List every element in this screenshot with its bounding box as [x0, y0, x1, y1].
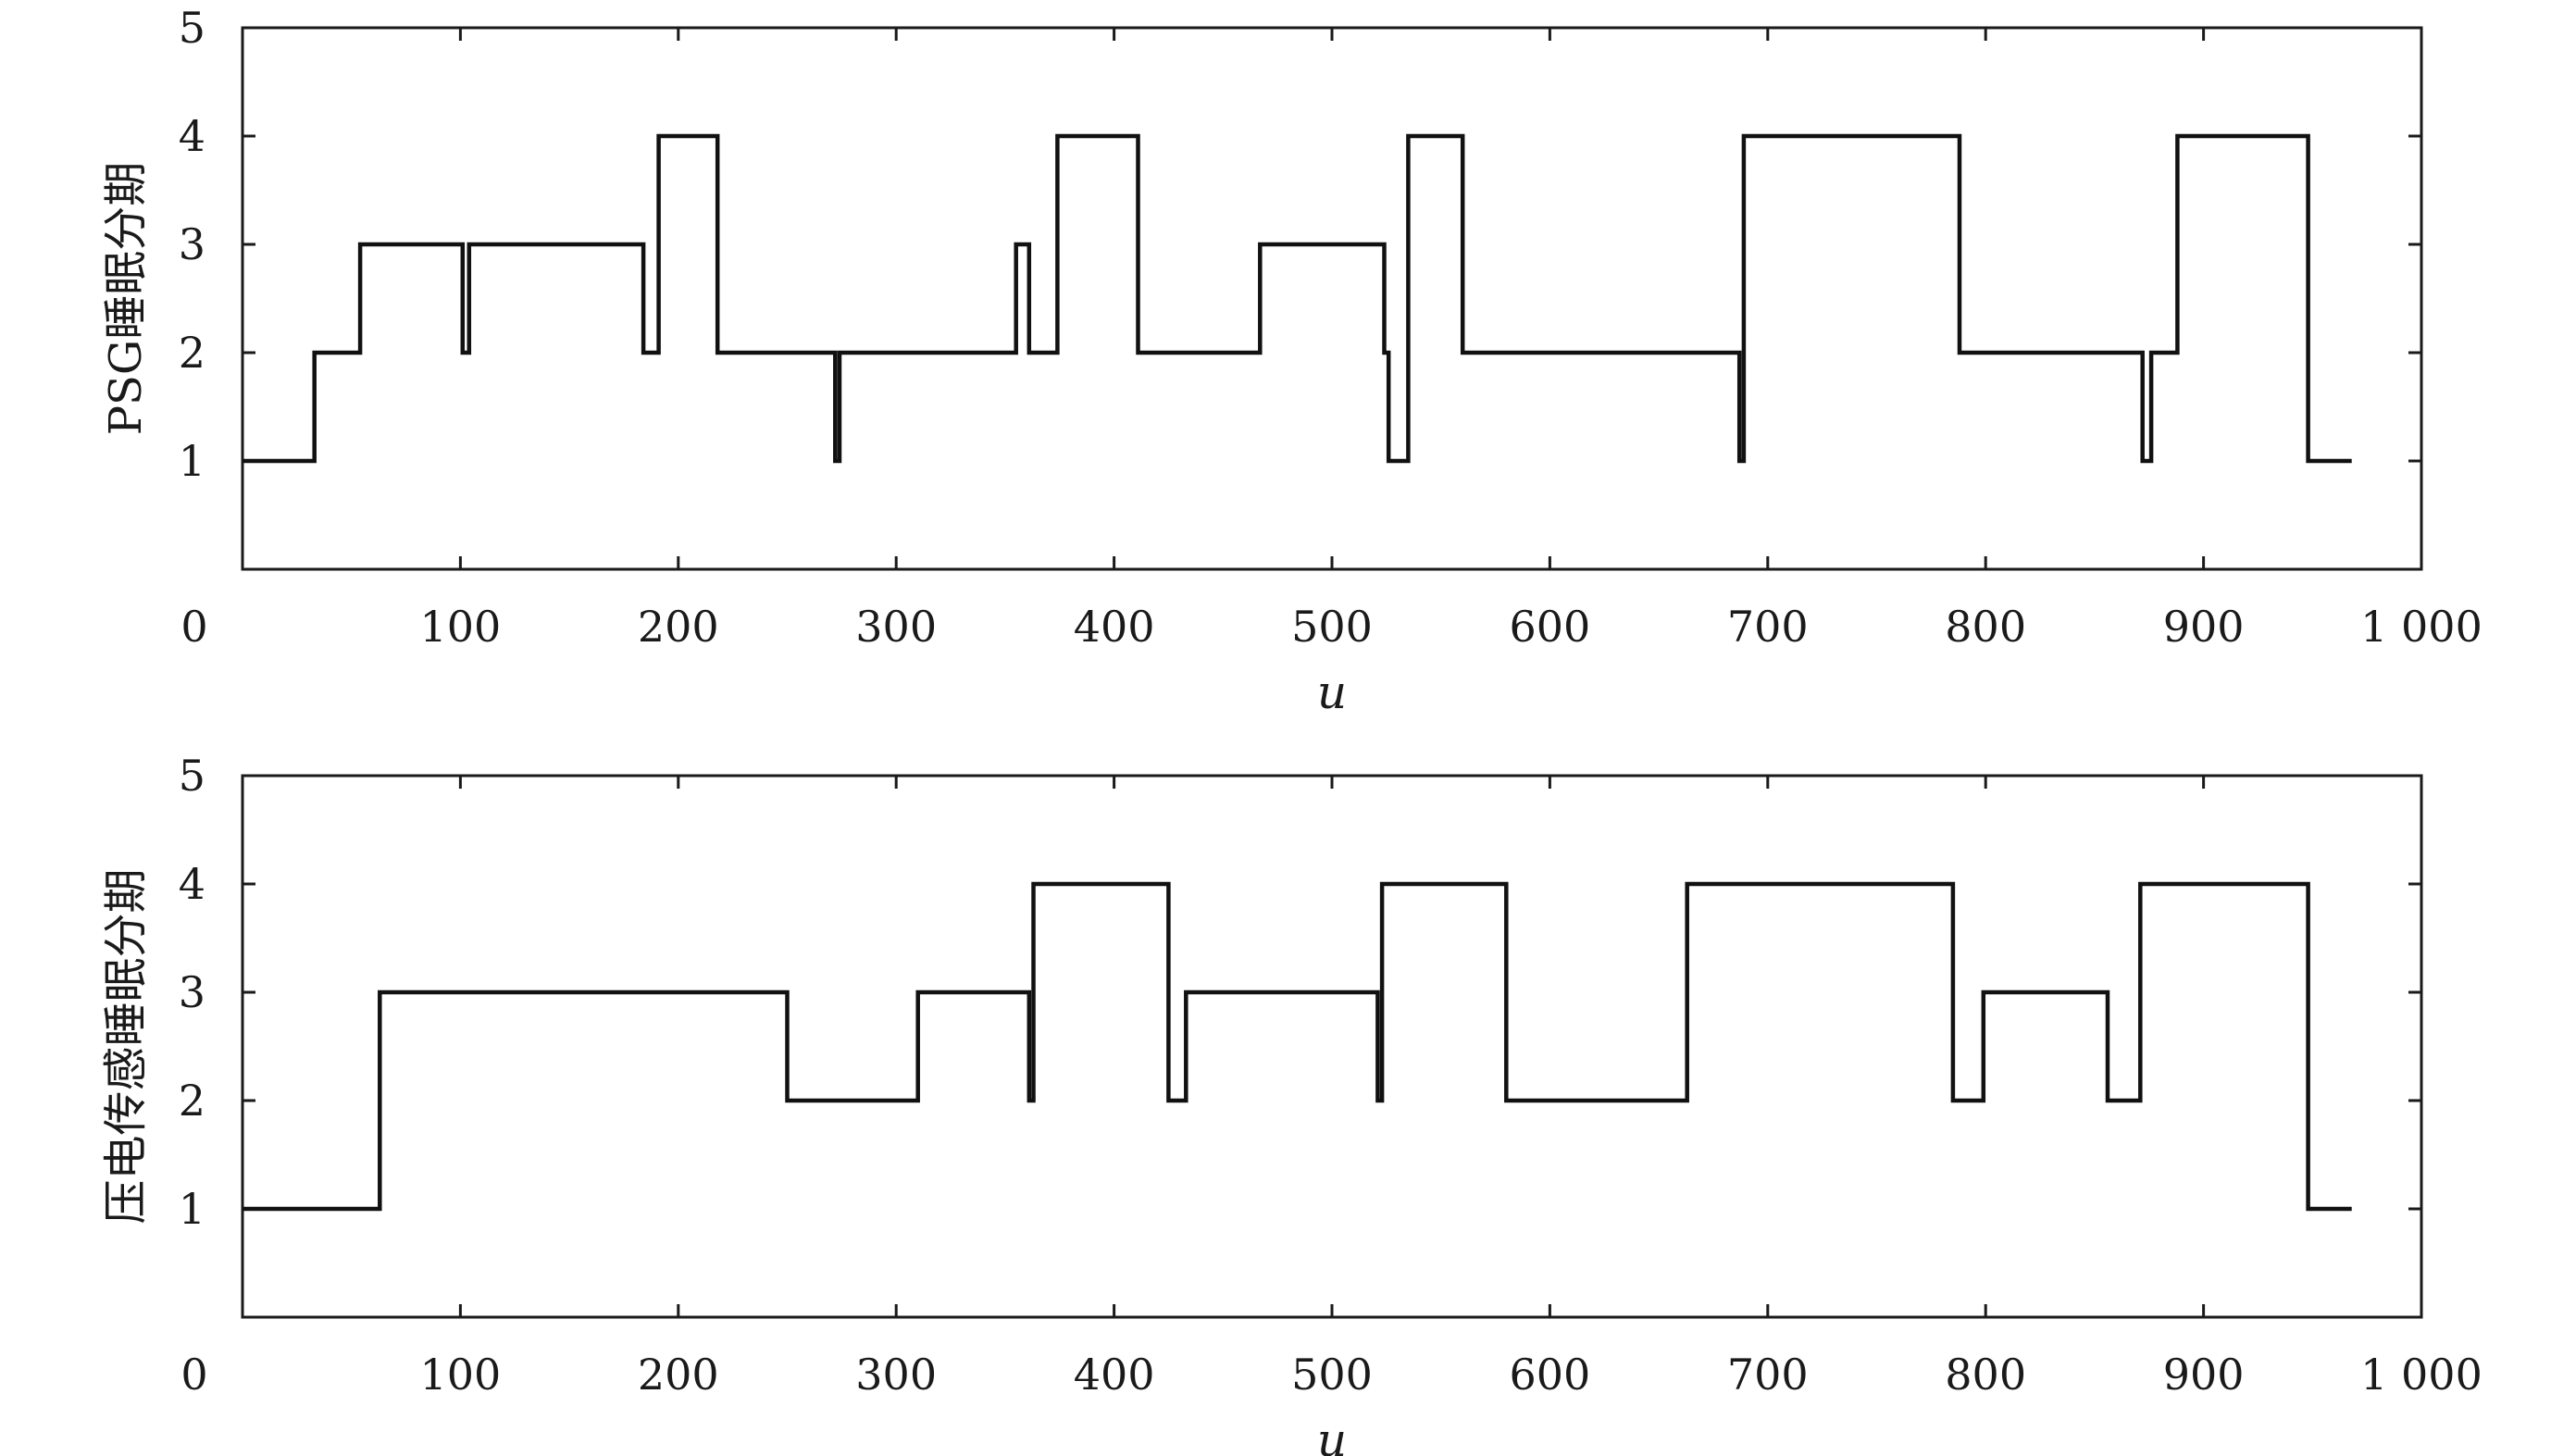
- sleep-stage-series-line: [243, 133, 2352, 464]
- x-tick-label: 200: [638, 1350, 719, 1400]
- sleep-stage-series-line: [243, 881, 2352, 1212]
- y-tick-label: 5: [179, 3, 205, 53]
- x-tick-label: 900: [2163, 602, 2245, 652]
- x-tick-label: 400: [1074, 1350, 1155, 1400]
- x-tick-label: 700: [1727, 1350, 1809, 1400]
- plot-frame: [241, 26, 2423, 571]
- x-tick-label: 500: [1291, 602, 1373, 652]
- x-axis-title: u: [1317, 666, 1347, 719]
- x-tick-label: 800: [1945, 1350, 2026, 1400]
- y-tick-label: 3: [179, 967, 205, 1017]
- y-tick-label: 2: [179, 1076, 205, 1126]
- y-tick-label: 4: [179, 111, 205, 161]
- chart-panel-psg: 0 100 200 300 400 500 600 700 800 900 1 000 1 2 3 4 5 u P…: [100, 3, 2483, 719]
- x-tick-label: 600: [1509, 602, 1590, 652]
- y-tick-label: 5: [179, 751, 205, 801]
- x-tick-label: 300: [855, 602, 937, 652]
- x-tick-label: 700: [1727, 602, 1809, 652]
- x-tick-label: 0: [180, 1350, 207, 1400]
- y-axis-title: 压电传感睡眠分期: [100, 868, 152, 1224]
- x-tick-label: 900: [2163, 1350, 2245, 1400]
- x-tick-label: 0: [180, 602, 207, 652]
- y-tick-label: 1: [179, 1184, 205, 1234]
- y-tick-label: 3: [179, 219, 205, 269]
- x-tick-label: 600: [1509, 1350, 1590, 1400]
- x-tick-label: 1 000: [2360, 602, 2483, 652]
- x-tick-label: 1 000: [2360, 1350, 2483, 1400]
- chart-panel-piezo: 0 100 200 300 400 500 600 700 800 900 1 000 1 2 3 4 5 u 压…: [100, 751, 2483, 1456]
- x-tick-label: 800: [1945, 602, 2026, 652]
- y-tick-label: 2: [179, 328, 205, 378]
- y-tick-label: 1: [179, 436, 205, 486]
- y-axis-title: PSG睡眠分期: [100, 162, 152, 436]
- x-tick-label: 100: [419, 602, 501, 652]
- x-tick-label: 400: [1074, 602, 1155, 652]
- x-tick-label: 300: [855, 1350, 937, 1400]
- x-tick-label: 200: [638, 602, 719, 652]
- x-tick-label: 500: [1291, 1350, 1373, 1400]
- y-tick-label: 4: [179, 859, 205, 909]
- plot-frame: [241, 774, 2423, 1319]
- x-tick-label: 100: [419, 1350, 501, 1400]
- x-axis-title: u: [1317, 1413, 1347, 1456]
